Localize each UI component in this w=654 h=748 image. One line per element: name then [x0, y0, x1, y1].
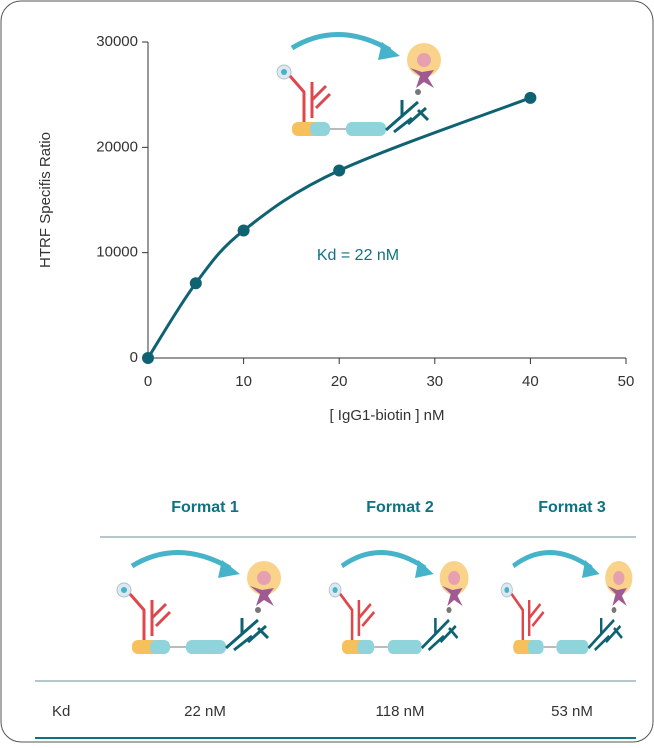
- point: [142, 352, 154, 364]
- annotation: Kd = 22 nM: [317, 247, 399, 264]
- figure: 0 10000 20000 30000 0 10 20 30 40 50 [ IgG1-biotin…: [0, 0, 654, 743]
- x-tick-label: 40: [522, 373, 539, 390]
- cell: 22 nM: [184, 703, 226, 720]
- point: [333, 165, 345, 177]
- chart-icon: [277, 34, 441, 136]
- cell: 118 nM: [376, 703, 425, 720]
- x-axis-label: [ IgG1-biotin ] nM: [329, 407, 444, 424]
- x-tick-label: 10: [235, 373, 252, 390]
- curve: [148, 98, 530, 358]
- format3-icon: [501, 552, 632, 654]
- column-header: Format 1: [171, 499, 239, 516]
- format1-icon: [117, 552, 281, 654]
- x-tick-label: 20: [331, 373, 348, 390]
- x-tick-label: 0: [144, 373, 152, 390]
- page: 0 10000 20000 30000 0 10 20 30 40 50 [ IgG1-biotin…: [0, 0, 654, 748]
- x-tick-label: 30: [426, 373, 443, 390]
- point: [524, 92, 536, 104]
- row-label: Kd: [52, 703, 70, 720]
- x-tick-label: 50: [618, 373, 635, 390]
- y-tick-label: 10000: [96, 244, 138, 261]
- column-header: Format 2: [366, 499, 434, 516]
- y-tick-label: 0: [130, 349, 138, 366]
- frame: [1, 1, 653, 742]
- y-tick-label: 20000: [96, 138, 138, 155]
- cell: 53 nM: [551, 703, 593, 720]
- y-axis-label: HTRF Specifis Ratio: [37, 132, 54, 268]
- point: [190, 277, 202, 289]
- point: [238, 225, 250, 237]
- column-header: Format 3: [538, 499, 606, 516]
- format2-icon: [329, 552, 468, 654]
- y-tick-label: 30000: [96, 33, 138, 50]
